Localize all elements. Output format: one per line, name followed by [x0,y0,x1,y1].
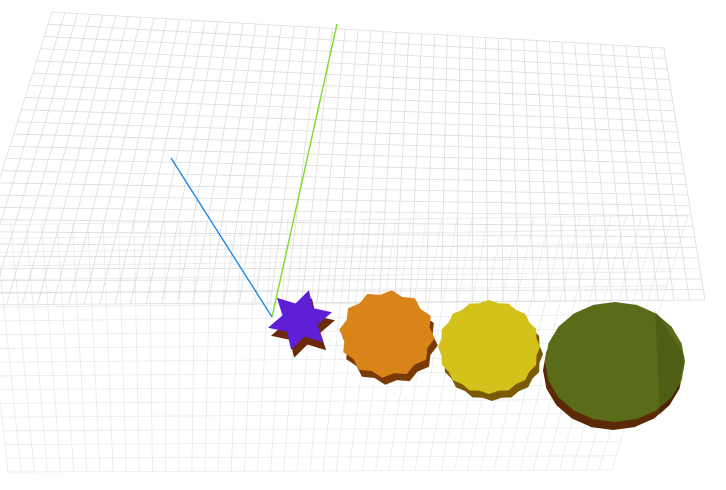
orange-gear-top [339,290,435,378]
grid-line [0,271,672,281]
grid-line [0,278,702,281]
grid-line [28,84,675,112]
grid-line [0,398,634,404]
purple-star-shape[interactable] [268,290,335,358]
y-axis-line [271,23,338,318]
grid-line [0,289,704,294]
grid-line [0,257,676,267]
grid-line [1,412,629,418]
back-grid [0,11,706,306]
yellow-gear-shape[interactable] [438,300,543,401]
grid-line [0,194,690,206]
grid-line [48,23,666,59]
grid-line [21,109,678,133]
grid-line [25,97,676,122]
grid-line [9,145,683,164]
grid-line [0,219,694,227]
grid-line [0,214,689,226]
grid-line [0,327,655,336]
grid-line [0,182,688,196]
grid-line [40,48,670,80]
grid-line [0,228,684,239]
grid-line [13,133,682,154]
orange-gear-shape[interactable] [339,290,438,385]
grid-line [32,72,673,101]
grid-line [0,243,697,248]
grid-line [4,441,621,445]
yellow-gear-top [438,300,540,394]
grid-line [0,242,680,253]
grid-line [0,255,699,259]
olive-polygon-top [545,302,685,422]
grid-line [44,36,668,70]
grid-line [0,231,695,238]
grid-line [0,207,692,217]
grid-line [3,427,625,432]
grid-line [0,299,706,306]
grid-line [0,384,638,391]
z-axis-line [170,157,273,318]
grid-line [7,469,613,473]
grid-line [2,170,687,185]
grid-line [5,158,685,175]
grid-line [17,121,680,143]
olive-polygon-shade [655,310,685,417]
grid-line [51,11,665,49]
purple-star-top [268,290,332,350]
grid-line [36,60,671,91]
olive-polygon-shape[interactable] [543,302,685,430]
floor-grid [0,214,689,473]
grid-line [6,455,617,459]
